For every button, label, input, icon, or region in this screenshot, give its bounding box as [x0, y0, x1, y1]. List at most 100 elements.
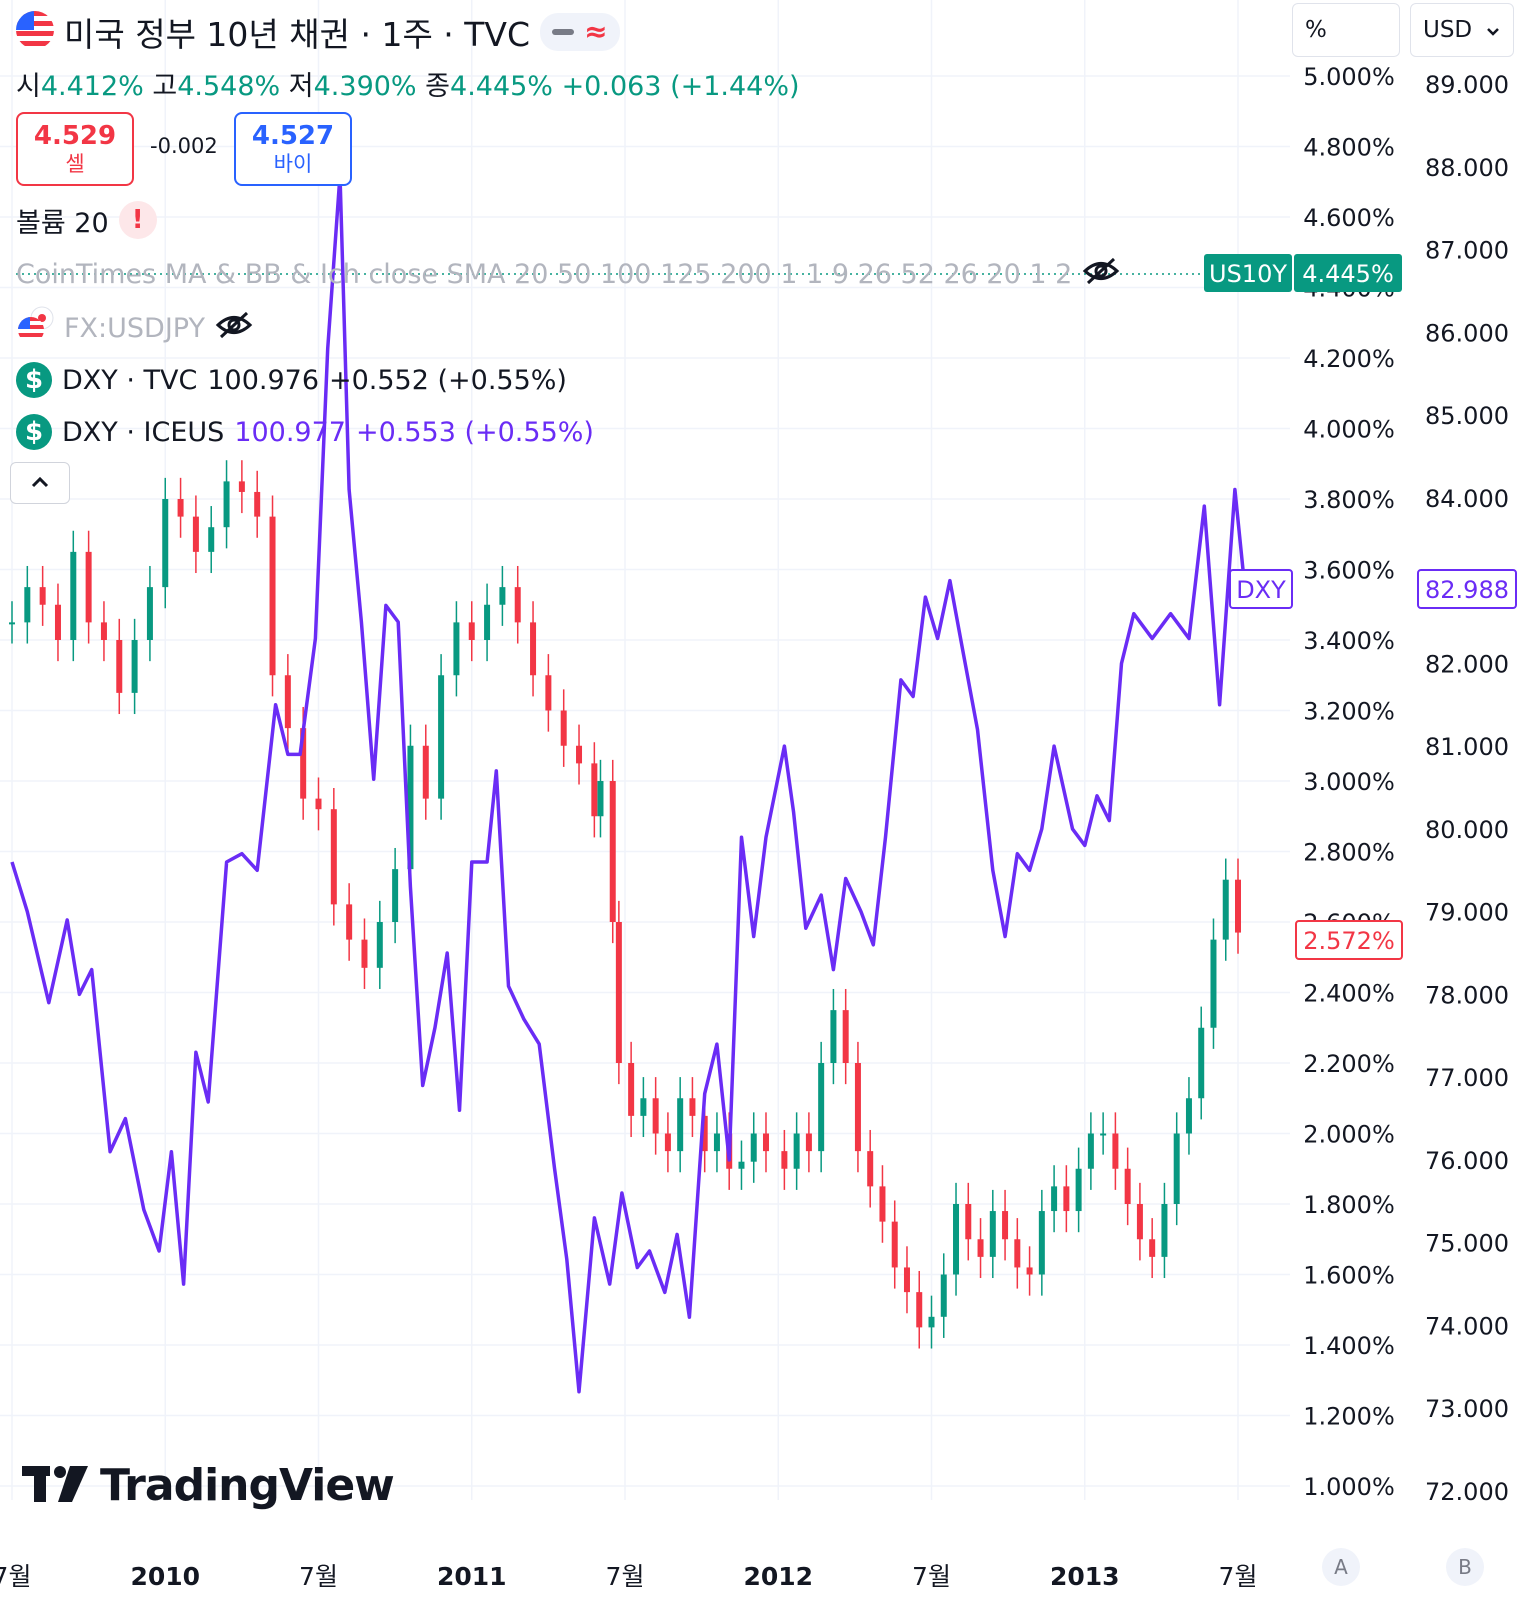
close-value: 4.445%	[450, 71, 553, 102]
axis-button-a[interactable]: A	[1322, 1548, 1360, 1586]
right-axis-tick-label: 75.000	[1425, 1230, 1509, 1258]
candle-body	[609, 781, 616, 922]
left-axis-tick-label: 3.400%	[1303, 627, 1395, 655]
close-label: 종	[425, 71, 451, 102]
candle-body	[24, 587, 31, 623]
dxy-badge-value: 82.988	[1425, 576, 1509, 604]
buy-button[interactable]: 4.527 바이	[234, 112, 352, 186]
candle-body	[879, 1186, 886, 1222]
time-axis-tick-label: 7월	[1219, 1562, 1258, 1591]
left-price-axis: 5.000%4.800%4.600%4.400%4.200%4.000%3.80…	[1303, 63, 1395, 1501]
candle-body	[989, 1211, 996, 1257]
ohlc-row: 시4.412% 고4.548% 저4.390% 종4.445% +0.063 (…	[16, 64, 800, 103]
left-axis-tick-label: 3.800%	[1303, 486, 1395, 514]
legend-dxy-tvc[interactable]: $ DXY · TVC 100.976 +0.552 (+0.55%)	[16, 360, 567, 400]
candle-body	[701, 1115, 708, 1152]
candle-body	[689, 1098, 696, 1116]
candle-body	[9, 622, 15, 625]
percent-scale-button[interactable]: %	[1292, 3, 1400, 57]
candle-body	[1051, 1186, 1058, 1212]
candle-body	[499, 587, 506, 605]
axis-button-b[interactable]: B	[1446, 1548, 1484, 1586]
eye-hidden-icon[interactable]	[1082, 256, 1120, 293]
eye-hidden-icon[interactable]	[215, 310, 253, 347]
collapse-legend-button[interactable]	[10, 462, 70, 504]
candle-body	[392, 869, 399, 922]
right-axis-tick-label: 77.000	[1425, 1064, 1509, 1092]
time-axis-tick-label: 7월	[912, 1562, 951, 1591]
candle-body	[438, 675, 445, 799]
candle-body	[903, 1267, 910, 1293]
candle-body	[192, 516, 199, 552]
spread-value: -0.002	[150, 134, 218, 158]
us10y-badge-name: US10Y	[1209, 260, 1287, 288]
minus-icon	[552, 29, 575, 35]
symbol-title-row[interactable]: 미국 정부 10년 채권 · 1주 · TVC ≈	[16, 10, 620, 54]
dxy-iceus-change: +0.553 (+0.55%)	[355, 416, 594, 448]
legend-indicator[interactable]: CoinTimes MA & BB & Ich close SMA 20 50 …	[16, 254, 1120, 294]
currency-select[interactable]: USD	[1410, 3, 1514, 57]
sell-price: 4.529	[33, 121, 117, 151]
legend-volume[interactable]: 볼륨 20 !	[16, 200, 157, 240]
candle-body	[1185, 1098, 1192, 1134]
candle-body	[162, 499, 169, 588]
warning-icon[interactable]: !	[118, 201, 157, 239]
sell-label: 셀	[65, 152, 85, 176]
dxy-line	[10, 173, 1246, 1394]
candle-body	[407, 745, 414, 870]
buy-price: 4.527	[251, 121, 335, 151]
grid	[0, 0, 1290, 1500]
candle-body	[1235, 879, 1241, 933]
candle-body	[842, 1010, 849, 1063]
candle-body	[1038, 1211, 1045, 1275]
dxy-tvc-change: +0.552 (+0.55%)	[329, 364, 567, 396]
candle-body	[116, 640, 123, 693]
candle-body	[376, 922, 383, 968]
candle-body	[330, 809, 337, 905]
percent-label: %	[1305, 17, 1327, 43]
right-axis-tick-label: 72.000	[1425, 1478, 1509, 1506]
time-axis-tick-label: 7월	[299, 1562, 338, 1591]
indicator-label: CoinTimes MA & BB & Ich close SMA 20 50 …	[16, 258, 1073, 290]
candle-body	[916, 1292, 923, 1328]
right-axis-tick-label: 80.000	[1425, 816, 1509, 844]
time-axis-tick-label: 2013	[1050, 1562, 1120, 1591]
dxy-iceus-name: DXY · ICEUS	[62, 416, 225, 448]
us10y-badge: US10Y 4.445%	[1204, 254, 1402, 292]
change-value: +0.063 (+1.44%)	[561, 71, 800, 102]
status-pill[interactable]: ≈	[540, 13, 620, 51]
symbol-title[interactable]: 미국 정부 10년 채권 · 1주 · TVC	[64, 15, 531, 54]
legend-usdjpy[interactable]: FX:USDJPY	[16, 306, 253, 348]
candle-body	[928, 1316, 935, 1328]
candle-body	[1014, 1239, 1021, 1268]
right-axis-tick-label: 76.000	[1425, 1147, 1509, 1175]
dxy-iceus-value: 100.977	[234, 416, 346, 448]
candle-body	[1198, 1027, 1205, 1099]
right-axis-tick-label: 79.000	[1425, 899, 1509, 927]
right-axis-tick-label: 86.000	[1425, 319, 1509, 347]
legend-dxy-iceus[interactable]: $ DXY · ICEUS 100.977 +0.553 (+0.55%)	[16, 412, 594, 452]
chevron-up-icon	[30, 474, 50, 493]
dxy-badge-label: DXY	[1236, 576, 1286, 604]
candle-body	[940, 1274, 947, 1317]
candle-body	[591, 763, 598, 817]
sell-button[interactable]: 4.529 셀	[16, 112, 134, 186]
volume-label: 볼륨 20	[16, 207, 109, 239]
right-axis-tick-label: 81.000	[1425, 733, 1509, 761]
left-axis-tick-label: 1.600%	[1303, 1262, 1395, 1290]
right-axis-tick-label: 73.000	[1425, 1395, 1509, 1423]
right-price-axis: 89.00088.00087.00086.00085.00084.00083.0…	[1425, 71, 1509, 1506]
right-axis-tick-label: 88.000	[1425, 154, 1509, 182]
candle-body	[300, 728, 307, 799]
candle-body	[713, 1133, 720, 1152]
tradingview-logo[interactable]: TradingView	[22, 1460, 395, 1511]
left-axis-tick-label: 4.200%	[1303, 345, 1395, 373]
candle-body	[468, 622, 475, 640]
candle-body	[953, 1204, 960, 1275]
candle-body	[977, 1239, 984, 1257]
chart-header: 미국 정부 10년 채권 · 1주 · TVC ≈ 시4.412% 고4.548…	[0, 0, 1290, 520]
candle-body	[750, 1133, 757, 1162]
candle-body	[514, 587, 521, 623]
candle-body	[738, 1161, 745, 1169]
